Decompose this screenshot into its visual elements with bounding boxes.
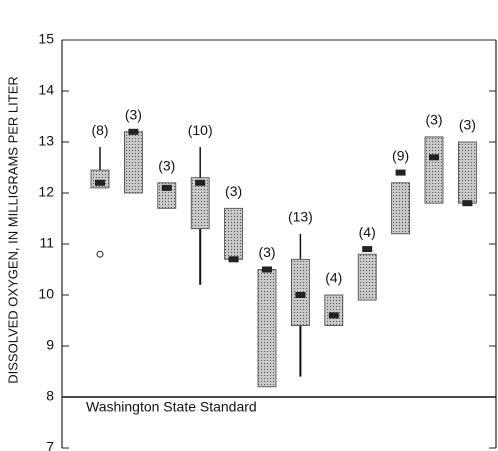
count-label: (4): [325, 270, 342, 286]
y-tick-label: 15: [38, 31, 54, 47]
y-axis-label: DISSOLVED OXYGEN, IN MILLIGRAMS PER LITE…: [5, 76, 20, 384]
y-tick-label: 9: [46, 337, 54, 353]
box: [457, 141, 477, 204]
median: [228, 256, 239, 263]
median: [161, 184, 172, 191]
y-tick-label: 12: [38, 184, 54, 200]
median: [262, 266, 272, 273]
y-tick-label: 11: [39, 235, 54, 251]
count-label: (13): [288, 209, 313, 225]
count-label: (9): [392, 147, 409, 163]
count-label: (3): [225, 183, 242, 199]
count-label: (3): [459, 117, 476, 133]
count-label: (4): [359, 224, 376, 240]
box: [424, 136, 444, 204]
count-label: (3): [425, 112, 442, 128]
count-label: (10): [188, 122, 213, 138]
count-label: (3): [158, 158, 175, 174]
y-tick-label: 13: [38, 133, 54, 149]
y-tick-label: 7: [46, 439, 54, 451]
box: [391, 182, 411, 235]
median: [295, 292, 306, 298]
box: [224, 207, 244, 260]
median: [395, 169, 406, 176]
count-label: (3): [125, 107, 142, 123]
box: [190, 177, 210, 230]
box: [357, 253, 377, 301]
count-label: (3): [258, 244, 275, 260]
median: [429, 154, 439, 161]
median: [462, 200, 473, 207]
box: [324, 294, 344, 327]
box: [257, 269, 277, 388]
median: [362, 246, 373, 253]
y-tick-label: 10: [38, 286, 54, 302]
median: [95, 179, 105, 186]
y-tick-label: 8: [46, 388, 54, 404]
box: [124, 131, 143, 194]
reference-label: Washington State Standard: [86, 399, 257, 415]
median: [328, 312, 339, 319]
count-label: (8): [91, 122, 108, 138]
y-tick-label: 14: [38, 82, 54, 98]
median: [128, 128, 139, 135]
median: [195, 179, 206, 186]
outlier: [96, 250, 104, 258]
